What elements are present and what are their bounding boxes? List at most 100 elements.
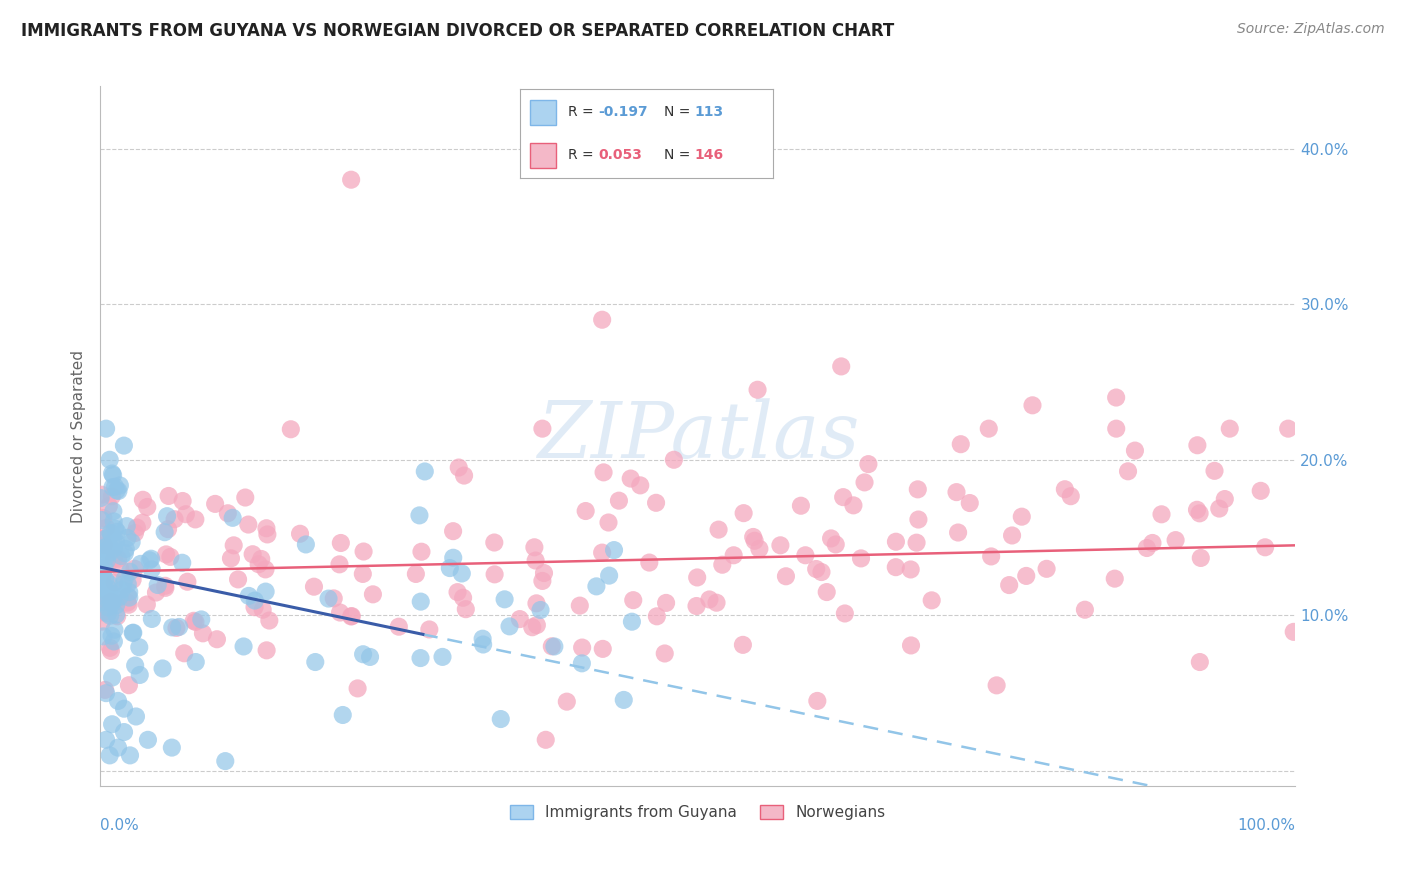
Point [1123,443,1146,458]
Point [346,681,368,696]
Point [156,509,179,524]
Point [494,592,516,607]
Text: IMMIGRANTS FROM GUYANA VS NORWEGIAN DIVORCED OR SEPARATED CORRELATION CHART: IMMIGRANTS FROM GUYANA VS NORWEGIAN DIVO… [21,22,894,40]
Point [135,598,157,612]
Point [124,562,146,576]
Point [145,585,167,599]
Point [775,569,797,583]
Point [252,603,274,617]
Point [117,531,139,545]
Point [591,312,613,326]
Point [152,661,174,675]
Point [685,599,707,613]
Point [498,619,520,633]
Point [998,578,1021,592]
Point [100,527,122,541]
Point [155,581,177,595]
Point [100,644,122,658]
Text: Source: ZipAtlas.com: Source: ZipAtlas.com [1237,22,1385,37]
Legend: Immigrants from Guyana, Norwegians: Immigrants from Guyana, Norwegians [502,797,893,828]
Point [93,538,115,552]
Point [1116,464,1139,478]
Point [238,589,260,603]
Point [620,472,643,486]
Point [91,605,114,619]
Point [509,612,531,626]
Point [1208,501,1230,516]
Point [166,621,188,635]
Point [100,594,122,608]
Point [111,582,134,597]
Point [884,560,907,574]
Point [96,521,118,535]
Point [90,532,112,546]
Point [1060,489,1083,503]
Point [592,641,614,656]
Point [1277,422,1299,436]
Text: 0.053: 0.053 [599,148,643,162]
Point [254,584,277,599]
Point [222,538,245,552]
Point [484,535,506,549]
Point [98,452,121,467]
Point [114,572,136,586]
Point [405,566,427,581]
Point [101,467,124,481]
Point [907,512,929,526]
Point [613,693,636,707]
Text: R =: R = [568,105,599,120]
Point [108,478,131,492]
Point [295,537,318,551]
Point [1250,483,1272,498]
Point [91,566,114,580]
Point [543,640,565,654]
Point [946,525,969,540]
Point [174,507,197,521]
Text: 0.0%: 0.0% [100,818,139,833]
Point [411,545,433,559]
Text: 146: 146 [695,148,724,162]
Point [733,506,755,520]
Point [353,544,375,558]
Point [418,623,440,637]
Point [91,629,114,643]
Point [115,519,138,533]
Text: ZIPatlas: ZIPatlas [537,398,859,475]
Point [184,655,207,669]
Point [409,594,432,608]
Point [1021,398,1043,412]
Point [97,607,120,621]
Point [97,592,120,607]
Point [591,546,613,560]
Point [830,359,852,374]
Point [243,593,266,607]
Point [101,597,124,611]
Point [103,504,125,518]
Point [810,565,832,579]
Point [89,555,111,569]
Point [221,511,243,525]
Point [97,600,120,615]
Point [529,603,551,617]
Point [138,553,160,567]
Point [96,539,118,553]
Point [568,599,591,613]
Point [153,525,176,540]
Point [328,558,350,572]
Point [447,460,470,475]
Point [101,671,124,685]
Point [1053,482,1076,496]
Point [90,491,112,505]
Point [454,602,477,616]
Point [1282,624,1305,639]
Point [453,468,475,483]
Point [93,560,115,574]
Point [100,629,122,643]
Point [101,468,124,483]
Point [112,439,135,453]
Point [254,521,277,535]
Point [107,483,129,498]
Point [233,491,256,505]
Point [571,640,593,655]
Point [413,465,436,479]
